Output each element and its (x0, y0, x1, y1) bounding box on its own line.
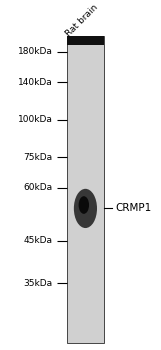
Text: CRMP1: CRMP1 (115, 203, 151, 214)
Text: 60kDa: 60kDa (24, 183, 53, 192)
Text: 100kDa: 100kDa (18, 115, 53, 124)
Ellipse shape (74, 189, 97, 228)
Text: 35kDa: 35kDa (24, 279, 53, 288)
Ellipse shape (79, 196, 89, 214)
Text: 45kDa: 45kDa (24, 236, 53, 245)
Text: 140kDa: 140kDa (18, 78, 53, 87)
Text: Rat brain: Rat brain (64, 3, 100, 39)
Bar (67, 36, 104, 45)
Text: 75kDa: 75kDa (24, 153, 53, 162)
Text: 180kDa: 180kDa (18, 47, 53, 56)
Bar (67, 36, 104, 343)
